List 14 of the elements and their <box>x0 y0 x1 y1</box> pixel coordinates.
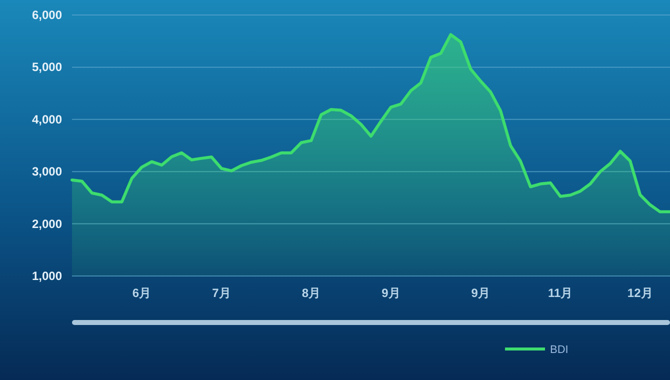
legend-label: BDI <box>550 344 568 356</box>
y-tick-label: 1,000 <box>32 269 62 283</box>
x-tick-label: 7月 <box>212 286 231 300</box>
x-tick-label: 6月 <box>132 286 152 300</box>
y-tick-label: 3,000 <box>32 164 62 179</box>
x-tick-label: 8月 <box>302 286 321 300</box>
y-tick-label: 5,000 <box>32 60 62 74</box>
y-tick-label: 2,000 <box>32 216 62 231</box>
x-tick-label: 12月 <box>627 286 653 300</box>
x-tick-label: 11月 <box>548 286 573 300</box>
y-tick-label: 6,000 <box>32 8 62 22</box>
y-tick-label: 4,000 <box>32 112 62 126</box>
x-tick-label: 9月 <box>382 286 400 300</box>
x-tick-label: 9月 <box>471 286 490 300</box>
